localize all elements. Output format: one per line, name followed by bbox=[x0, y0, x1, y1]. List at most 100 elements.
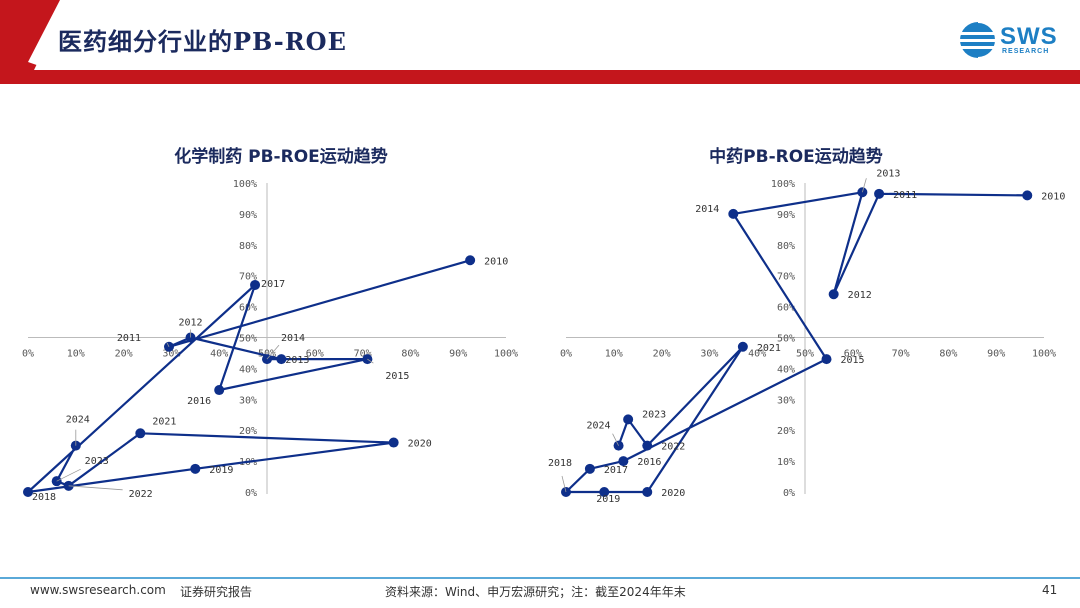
data-point-2016 bbox=[214, 385, 225, 396]
point-label: 2020 bbox=[408, 439, 432, 450]
point-label: 2022 bbox=[661, 442, 685, 453]
x-tick-label: 60% bbox=[844, 349, 862, 360]
y-tick-label: 40% bbox=[239, 364, 257, 375]
point-label: 2010 bbox=[1041, 191, 1065, 202]
point-label: 2024 bbox=[586, 421, 610, 432]
x-tick-label: 30% bbox=[700, 349, 718, 360]
point-label: 2016 bbox=[637, 457, 661, 468]
data-point-2017 bbox=[584, 463, 595, 474]
x-tick-label: 60% bbox=[306, 349, 324, 360]
x-tick-label: 10% bbox=[605, 349, 623, 360]
point-label: 2010 bbox=[484, 256, 508, 267]
data-point-2017 bbox=[250, 279, 261, 290]
y-tick-label: 30% bbox=[777, 395, 795, 406]
sws-logo: SWS RESEARCH bbox=[958, 20, 1062, 60]
chart-title-tcm: 中药PB-ROE运动趋势 bbox=[709, 146, 883, 167]
x-tick-label: 70% bbox=[354, 349, 372, 360]
chart-group-chemical: 0% 10% 20% 30% 40% 50% 60% 70% 80% 90% 100%0%10%20… bbox=[22, 179, 518, 503]
leader-line bbox=[612, 433, 619, 446]
data-point-2016 bbox=[618, 456, 629, 467]
point-label: 2013 bbox=[285, 355, 309, 366]
y-tick-label: 0% bbox=[783, 488, 795, 499]
y-tick-label: 50% bbox=[777, 334, 795, 345]
point-label: 2021 bbox=[152, 416, 176, 427]
data-point-2019 bbox=[190, 463, 201, 474]
y-tick-label: 70% bbox=[777, 272, 795, 283]
point-label: 2019 bbox=[596, 494, 620, 505]
x-tick-label: 50% bbox=[258, 349, 276, 360]
point-label: 2014 bbox=[281, 333, 305, 344]
x-tick-label: 30% bbox=[162, 349, 180, 360]
leader-line bbox=[68, 485, 123, 491]
data-point-2014 bbox=[728, 208, 739, 219]
data-point-2020 bbox=[388, 437, 399, 448]
header-banner bbox=[0, 0, 1080, 84]
x-tick-label: 20% bbox=[115, 349, 133, 360]
header-white-cut bbox=[0, 0, 55, 60]
data-point-2022 bbox=[642, 440, 653, 451]
logo-text: SWS bbox=[1000, 23, 1058, 50]
point-label: 2019 bbox=[209, 465, 233, 476]
point-label: 2018 bbox=[548, 458, 572, 469]
x-tick-label: 100% bbox=[1032, 349, 1056, 360]
data-point-2019 bbox=[599, 487, 610, 497]
y-tick-label: 80% bbox=[777, 241, 795, 252]
point-label: 2011 bbox=[893, 190, 917, 201]
y-tick-label: 10% bbox=[777, 457, 795, 468]
data-point-2021 bbox=[135, 428, 146, 439]
x-tick-label: 10% bbox=[67, 349, 85, 360]
data-point-2012 bbox=[828, 289, 839, 300]
chart-title-chemical: 化学制药 PB-ROE运动趋势 bbox=[174, 146, 388, 167]
x-tick-label: 80% bbox=[401, 349, 419, 360]
x-tick-label: 50% bbox=[796, 349, 814, 360]
y-tick-label: 20% bbox=[777, 426, 795, 437]
point-label: 2014 bbox=[695, 204, 719, 215]
y-tick-label: 100% bbox=[233, 179, 257, 190]
leader-line bbox=[367, 358, 374, 364]
point-label: 2017 bbox=[261, 279, 285, 290]
leader-line bbox=[56, 468, 81, 482]
data-point-2023 bbox=[623, 414, 634, 425]
x-tick-label: 90% bbox=[449, 349, 467, 360]
x-tick-label: 0% bbox=[22, 349, 34, 360]
y-tick-label: 100% bbox=[771, 179, 795, 190]
leader-line bbox=[561, 475, 567, 493]
point-label: 2015 bbox=[841, 355, 865, 366]
y-tick-label: 20% bbox=[239, 426, 257, 437]
point-label: 2018 bbox=[32, 492, 56, 503]
point-label: 2023 bbox=[85, 456, 109, 467]
y-tick-label: 60% bbox=[777, 303, 795, 314]
point-label: 2012 bbox=[848, 290, 872, 301]
footer-source: 资料来源：Wind、申万宏源研究；注：截至2024年年末 bbox=[385, 585, 686, 599]
y-tick-label: 80% bbox=[239, 241, 257, 252]
y-tick-label: 40% bbox=[777, 364, 795, 375]
logo-subtext: RESEARCH bbox=[1002, 48, 1050, 55]
point-label: 2017 bbox=[604, 465, 628, 476]
leader-line bbox=[266, 344, 280, 360]
point-label: 2022 bbox=[129, 489, 153, 500]
y-tick-label: 30% bbox=[239, 395, 257, 406]
leader-line bbox=[166, 342, 170, 347]
point-label: 2024 bbox=[66, 415, 90, 426]
point-label: 2020 bbox=[661, 488, 685, 499]
header-red-bar bbox=[0, 70, 1080, 80]
leader-line bbox=[861, 178, 867, 193]
data-point-2011 bbox=[874, 188, 885, 199]
data-point-2013 bbox=[276, 354, 287, 365]
x-tick-label: 20% bbox=[653, 349, 671, 360]
page-title: 医药细分行业的PB-ROE bbox=[58, 27, 347, 56]
point-label: 2013 bbox=[876, 168, 900, 179]
x-tick-label: 40% bbox=[748, 349, 766, 360]
chart-group-tcm: 0% 10% 20% 30% 40% 50% 60% 70% 80% 90% 100%0%10%20… bbox=[548, 168, 1065, 505]
trajectory-line bbox=[564, 191, 1028, 494]
y-tick-label: 0% bbox=[245, 488, 257, 499]
x-tick-label: 90% bbox=[987, 349, 1005, 360]
point-label: 2011 bbox=[117, 333, 141, 344]
point-label: 2021 bbox=[757, 343, 781, 354]
footer-website[interactable]: www.swsresearch.com bbox=[30, 583, 166, 597]
x-tick-label: 0% bbox=[560, 349, 572, 360]
data-point-2018 bbox=[23, 487, 33, 497]
y-tick-label: 70% bbox=[239, 272, 257, 283]
point-label: 2015 bbox=[385, 371, 409, 382]
